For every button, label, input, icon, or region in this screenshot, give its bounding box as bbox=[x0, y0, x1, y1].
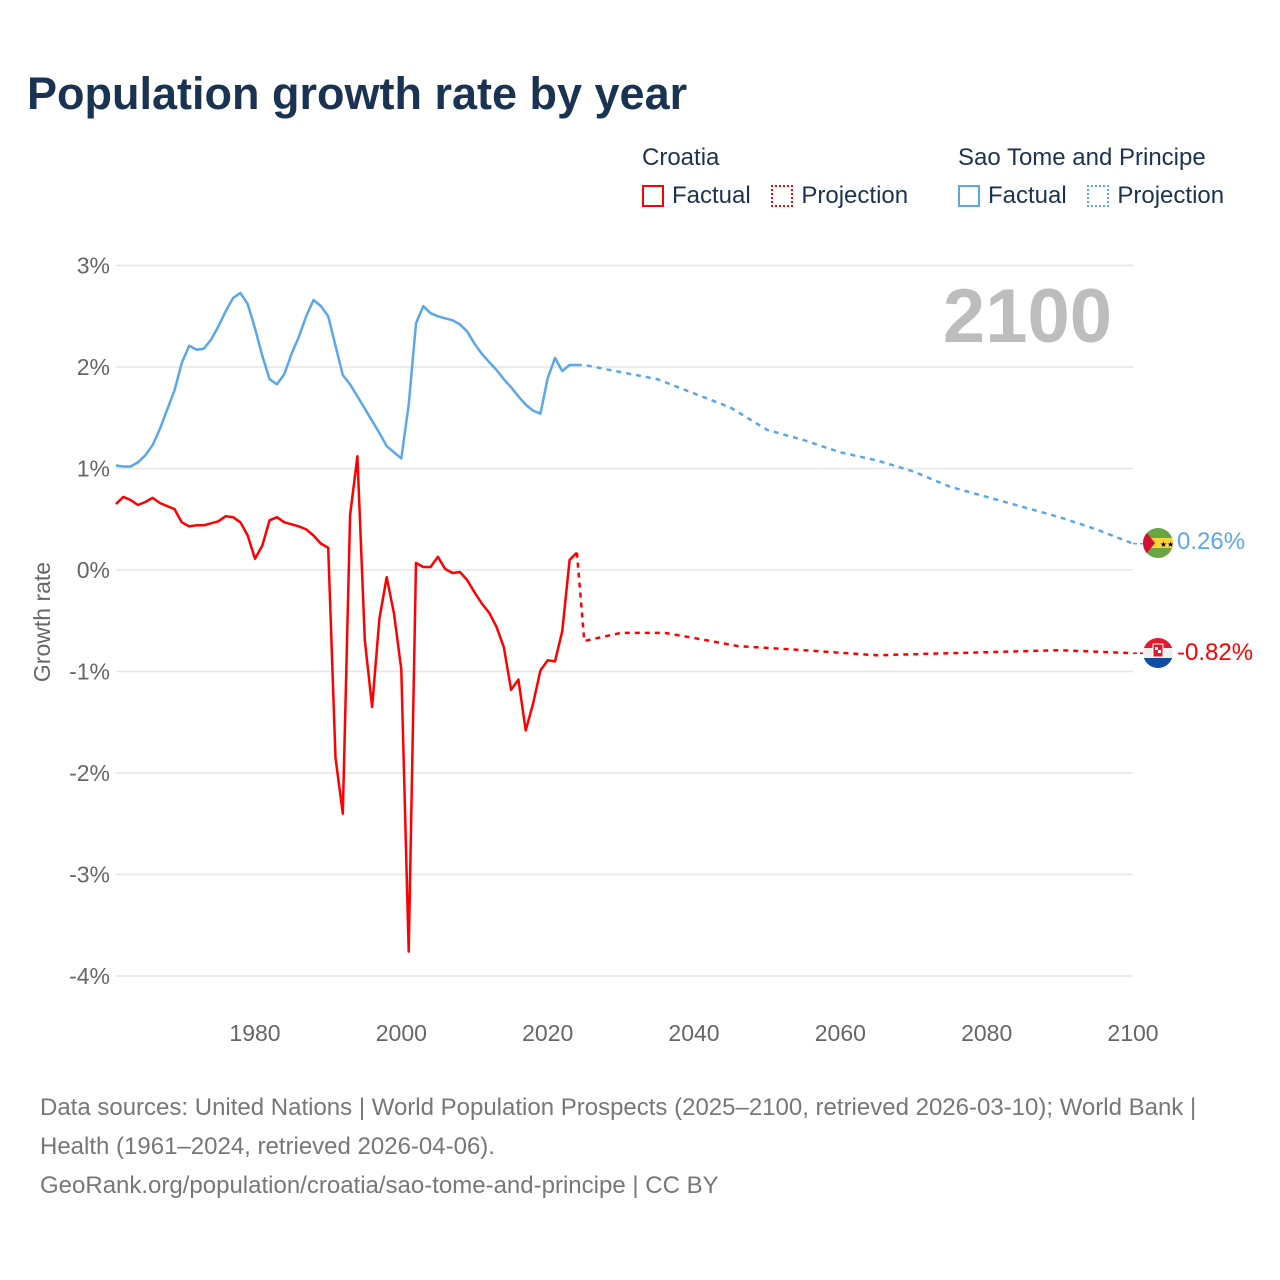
x-tick-label: 2040 bbox=[668, 1020, 719, 1046]
y-tick-label: 0% bbox=[77, 557, 110, 583]
legend-label: Factual bbox=[988, 182, 1067, 209]
y-axis-label: Growth rate bbox=[29, 562, 55, 682]
footer: Data sources: United Nations | World Pop… bbox=[40, 1088, 1240, 1205]
croatia-flag-icon bbox=[1143, 638, 1173, 668]
x-tick-label: 2000 bbox=[376, 1020, 427, 1046]
legend-item-croatia-projection[interactable]: Projection bbox=[771, 182, 908, 210]
series-line-sao-tome-and-principe-factual bbox=[115, 291, 577, 468]
legend-label: Factual bbox=[672, 182, 751, 209]
y-tick-label: 2% bbox=[77, 354, 110, 380]
year-watermark: 2100 bbox=[943, 274, 1112, 359]
legend-item-croatia-factual[interactable]: Factual bbox=[642, 182, 751, 210]
series-line-croatia-factual bbox=[115, 455, 578, 953]
source-link[interactable]: GeoRank.org/population/croatia/sao-tome-… bbox=[40, 1172, 719, 1199]
y-tick-label: -1% bbox=[69, 659, 110, 685]
data-sources: Data sources: United Nations | World Pop… bbox=[40, 1094, 1197, 1160]
y-tick-label: 1% bbox=[77, 456, 110, 482]
x-tick-label: 2020 bbox=[522, 1020, 573, 1046]
x-tick-label: 2060 bbox=[815, 1020, 866, 1046]
legend-swatch-dotted bbox=[1087, 185, 1110, 207]
sao-tome-flag-icon: ★★ bbox=[1143, 528, 1174, 558]
end-label-croatia: -0.82% bbox=[1177, 639, 1253, 666]
series-line-croatia-projection bbox=[575, 552, 1134, 657]
x-tick-label: 2100 bbox=[1107, 1020, 1158, 1046]
legend-swatch-dotted bbox=[771, 185, 794, 207]
series-line-sao-tome-and-principe-projection bbox=[576, 363, 1134, 545]
legend-label: Projection bbox=[801, 182, 909, 209]
chart-title: Population growth rate by year bbox=[27, 68, 688, 119]
y-tick-label: -4% bbox=[69, 963, 110, 989]
legend-swatch-solid bbox=[958, 185, 980, 207]
legend-sao-tome: Sao Tome and Principe Factual Projection bbox=[958, 144, 1224, 214]
legend-country-label: Croatia bbox=[642, 144, 720, 171]
legend-item-sao-tome-factual[interactable]: Factual bbox=[958, 182, 1067, 210]
legend-swatch-solid bbox=[642, 185, 664, 207]
y-tick-label: -3% bbox=[69, 862, 110, 888]
svg-text:★★: ★★ bbox=[1160, 540, 1174, 549]
x-tick-label: 1980 bbox=[229, 1020, 280, 1046]
legend-item-sao-tome-projection[interactable]: Projection bbox=[1087, 182, 1224, 210]
legend-country-label: Sao Tome and Principe bbox=[958, 144, 1206, 171]
legend-label: Projection bbox=[1117, 182, 1225, 209]
x-tick-label: 2080 bbox=[961, 1020, 1012, 1046]
legend-croatia: Croatia Factual Projection bbox=[642, 144, 922, 214]
y-tick-label: -2% bbox=[69, 760, 110, 786]
end-label-sao-tome: 0.26% bbox=[1177, 528, 1245, 555]
y-tick-label: 3% bbox=[77, 253, 110, 279]
